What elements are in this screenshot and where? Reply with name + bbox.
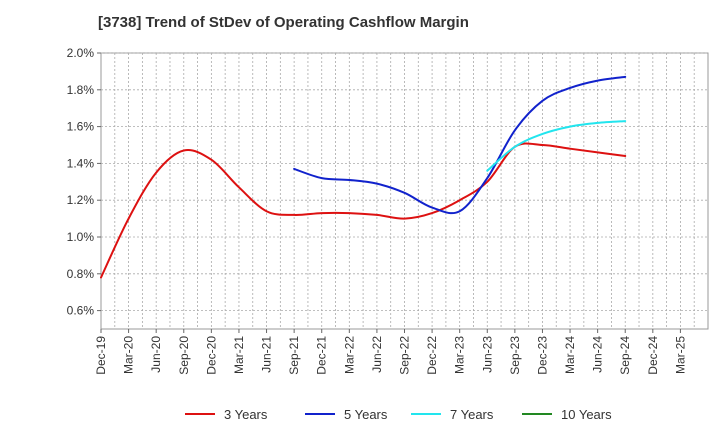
x-tick-label: Sep-24: [618, 336, 632, 375]
x-tick-label: Sep-23: [508, 336, 522, 375]
x-tick-label: Dec-20: [204, 336, 218, 375]
y-axis: 0.6% 0.8% 1.0% 1.2% 1.4% 1.6% 1.8% 2.0%: [67, 46, 101, 318]
x-tick-label: Mar-25: [673, 336, 687, 374]
x-tick-label: Dec-24: [646, 336, 660, 375]
x-tick-label: Dec-23: [535, 336, 549, 375]
chart-title: [3738] Trend of StDev of Operating Cashf…: [98, 14, 469, 31]
x-tick-label: Jun-23: [480, 336, 494, 373]
legend-label-10-years: 10 Years: [561, 407, 612, 422]
x-tick-label: Mar-20: [122, 336, 136, 374]
y-tick-label: 1.6%: [67, 120, 95, 134]
y-tick-label: 0.8%: [67, 267, 95, 281]
series-lines: [100, 75, 627, 279]
series-line-3-years: [100, 142, 627, 279]
x-tick-label: Jun-24: [591, 336, 605, 373]
y-tick-label: 1.0%: [67, 230, 95, 244]
y-tick-label: 1.8%: [67, 83, 95, 97]
legend-label-5-years: 5 Years: [344, 407, 388, 422]
y-tick-label: 0.6%: [67, 304, 95, 318]
x-tick-label: Dec-19: [94, 336, 108, 375]
y-tick-label: 1.4%: [67, 156, 95, 170]
x-tick-label: Mar-23: [453, 336, 467, 374]
gridlines: [101, 52, 708, 329]
x-tick-label: Mar-22: [342, 336, 356, 374]
legend: 3 Years 5 Years 7 Years 10 Years: [185, 407, 612, 422]
y-tick-label: 1.2%: [67, 193, 95, 207]
x-tick-label: Dec-22: [425, 336, 439, 375]
legend-label-7-years: 7 Years: [450, 407, 494, 422]
x-tick-label: Sep-21: [287, 336, 301, 375]
x-tick-label: Jun-21: [260, 336, 274, 373]
x-tick-label: Jun-20: [149, 336, 163, 373]
x-tick-label: Mar-24: [563, 336, 577, 374]
x-tick-label: Dec-21: [315, 336, 329, 375]
x-tick-label: Jun-22: [370, 336, 384, 373]
x-tick-label: Mar-21: [232, 336, 246, 374]
series-line-5-years: [293, 75, 627, 215]
x-tick-label: Sep-22: [398, 336, 412, 375]
legend-label-3-years: 3 Years: [224, 407, 268, 422]
x-axis: Dec-19 Mar-20 Jun-20 Sep-20 Dec-20 Mar-21 Jun-…: [94, 329, 687, 375]
y-tick-label: 2.0%: [67, 46, 95, 60]
series-line-7-years: [486, 120, 627, 172]
x-tick-label: Sep-20: [177, 336, 191, 375]
